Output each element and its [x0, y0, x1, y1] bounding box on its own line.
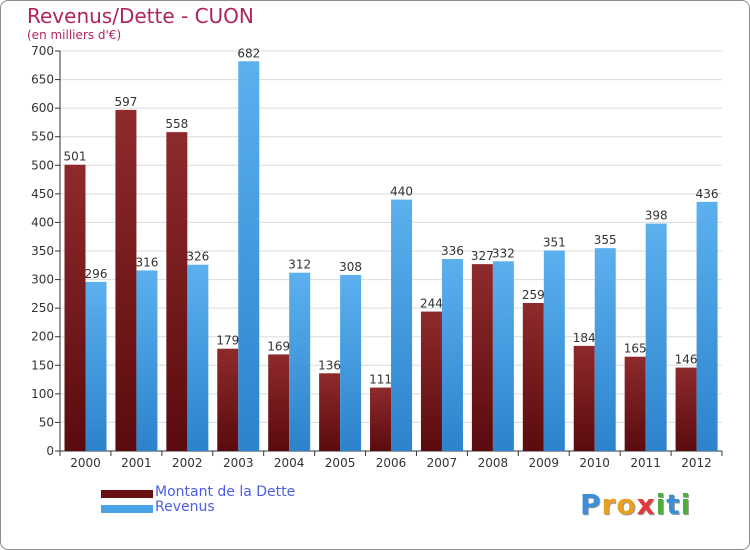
bar-revenus: [492, 261, 514, 451]
bar-dette: [268, 354, 290, 451]
y-tick-label: 450: [31, 187, 54, 201]
x-tick-label: 2011: [630, 456, 661, 470]
bar-revenus: [696, 201, 718, 451]
bar-dette: [573, 345, 595, 451]
data-label-dette: 111: [369, 373, 392, 387]
data-label-dette: 184: [573, 331, 596, 345]
data-label-dette: 146: [675, 353, 698, 367]
bar-revenus: [187, 264, 209, 451]
data-label-revenus: 440: [390, 185, 413, 199]
logo-letter: r: [601, 488, 617, 521]
x-tick-label: 2010: [579, 456, 610, 470]
data-label-dette: 259: [522, 288, 545, 302]
bar-dette: [522, 303, 544, 451]
bar-revenus: [340, 275, 362, 451]
logo-letter: t: [666, 488, 681, 521]
bar-revenus: [594, 248, 616, 451]
data-label-dette: 136: [318, 358, 341, 372]
bar-revenus: [289, 272, 311, 451]
bar-dette: [319, 373, 341, 451]
x-tick-label: 2000: [70, 456, 101, 470]
y-tick-label: 100: [31, 387, 54, 401]
legend-swatch-dette: [101, 490, 153, 498]
logo-letter: x: [636, 488, 656, 521]
data-label-dette: 501: [64, 150, 87, 164]
bar-revenus: [238, 61, 260, 452]
logo-letter: i: [680, 488, 692, 521]
data-label-revenus: 308: [339, 260, 362, 274]
y-tick-label: 250: [31, 301, 54, 315]
y-tick-label: 400: [31, 215, 54, 229]
y-tick-label: 550: [31, 130, 54, 144]
logo-letter: P: [580, 488, 602, 521]
data-label-revenus: 312: [288, 258, 311, 272]
data-label-revenus: 296: [85, 267, 108, 281]
data-label-revenus: 332: [492, 246, 515, 260]
x-tick-label: 2009: [528, 456, 559, 470]
x-tick-label: 2005: [325, 456, 356, 470]
y-tick-label: 300: [31, 273, 54, 287]
bar-dette: [217, 348, 239, 451]
data-label-revenus: 398: [645, 209, 668, 223]
x-tick-label: 2004: [274, 456, 305, 470]
data-label-dette: 597: [114, 95, 137, 109]
chart-title: Revenus/Dette - CUON: [27, 4, 254, 28]
bar-dette: [64, 164, 86, 451]
data-label-revenus: 326: [186, 250, 209, 264]
legend-label-dette: Montant de la Dette: [155, 484, 296, 500]
y-tick-label: 500: [31, 158, 54, 172]
x-tick-label: 2008: [478, 456, 509, 470]
data-label-revenus: 316: [135, 255, 158, 269]
data-label-revenus: 351: [543, 235, 566, 249]
bar-dette: [370, 387, 392, 451]
y-tick-label: 200: [31, 330, 54, 344]
y-tick-label: 0: [46, 444, 54, 458]
data-label-revenus: 336: [441, 244, 464, 258]
data-label-dette: 244: [420, 297, 443, 311]
data-label-dette: 327: [471, 249, 494, 263]
bar-revenus: [441, 259, 463, 451]
x-tick-label: 2007: [427, 456, 458, 470]
data-label-dette: 179: [216, 334, 239, 348]
data-label-revenus: 355: [594, 233, 617, 247]
bar-revenus: [645, 223, 667, 451]
chart-subtitle: (en milliers d'€): [27, 28, 122, 42]
logo-letter: o: [616, 488, 637, 521]
bar-dette: [675, 367, 697, 451]
x-tick-label: 2002: [172, 456, 203, 470]
data-label-dette: 558: [165, 117, 188, 131]
data-label-dette: 165: [624, 342, 647, 356]
data-label-revenus: 682: [237, 46, 260, 60]
legend-swatch-revenus: [101, 505, 153, 513]
bar-dette: [420, 311, 442, 451]
x-tick-label: 2003: [223, 456, 254, 470]
bar-dette: [471, 264, 493, 451]
bar-dette: [115, 109, 137, 451]
bar-revenus: [391, 199, 413, 451]
bar-revenus: [85, 281, 107, 451]
y-tick-label: 350: [31, 244, 54, 258]
data-label-revenus: 436: [696, 187, 719, 201]
bar-revenus: [543, 250, 565, 451]
x-tick-label: 2012: [681, 456, 712, 470]
y-tick-label: 150: [31, 358, 54, 372]
bar-dette: [166, 132, 188, 451]
y-tick-label: 650: [31, 73, 54, 87]
bar-dette: [624, 356, 646, 451]
x-tick-label: 2006: [376, 456, 407, 470]
data-label-dette: 169: [267, 339, 290, 353]
x-tick-label: 2001: [121, 456, 152, 470]
y-tick-label: 50: [39, 415, 54, 429]
bar-revenus: [136, 270, 158, 451]
logo-letter: i: [655, 488, 667, 521]
legend-label-revenus: Revenus: [155, 499, 215, 515]
y-tick-label: 700: [31, 44, 54, 58]
y-tick-label: 600: [31, 101, 54, 115]
proxiti-logo: Proxiti: [580, 488, 691, 521]
